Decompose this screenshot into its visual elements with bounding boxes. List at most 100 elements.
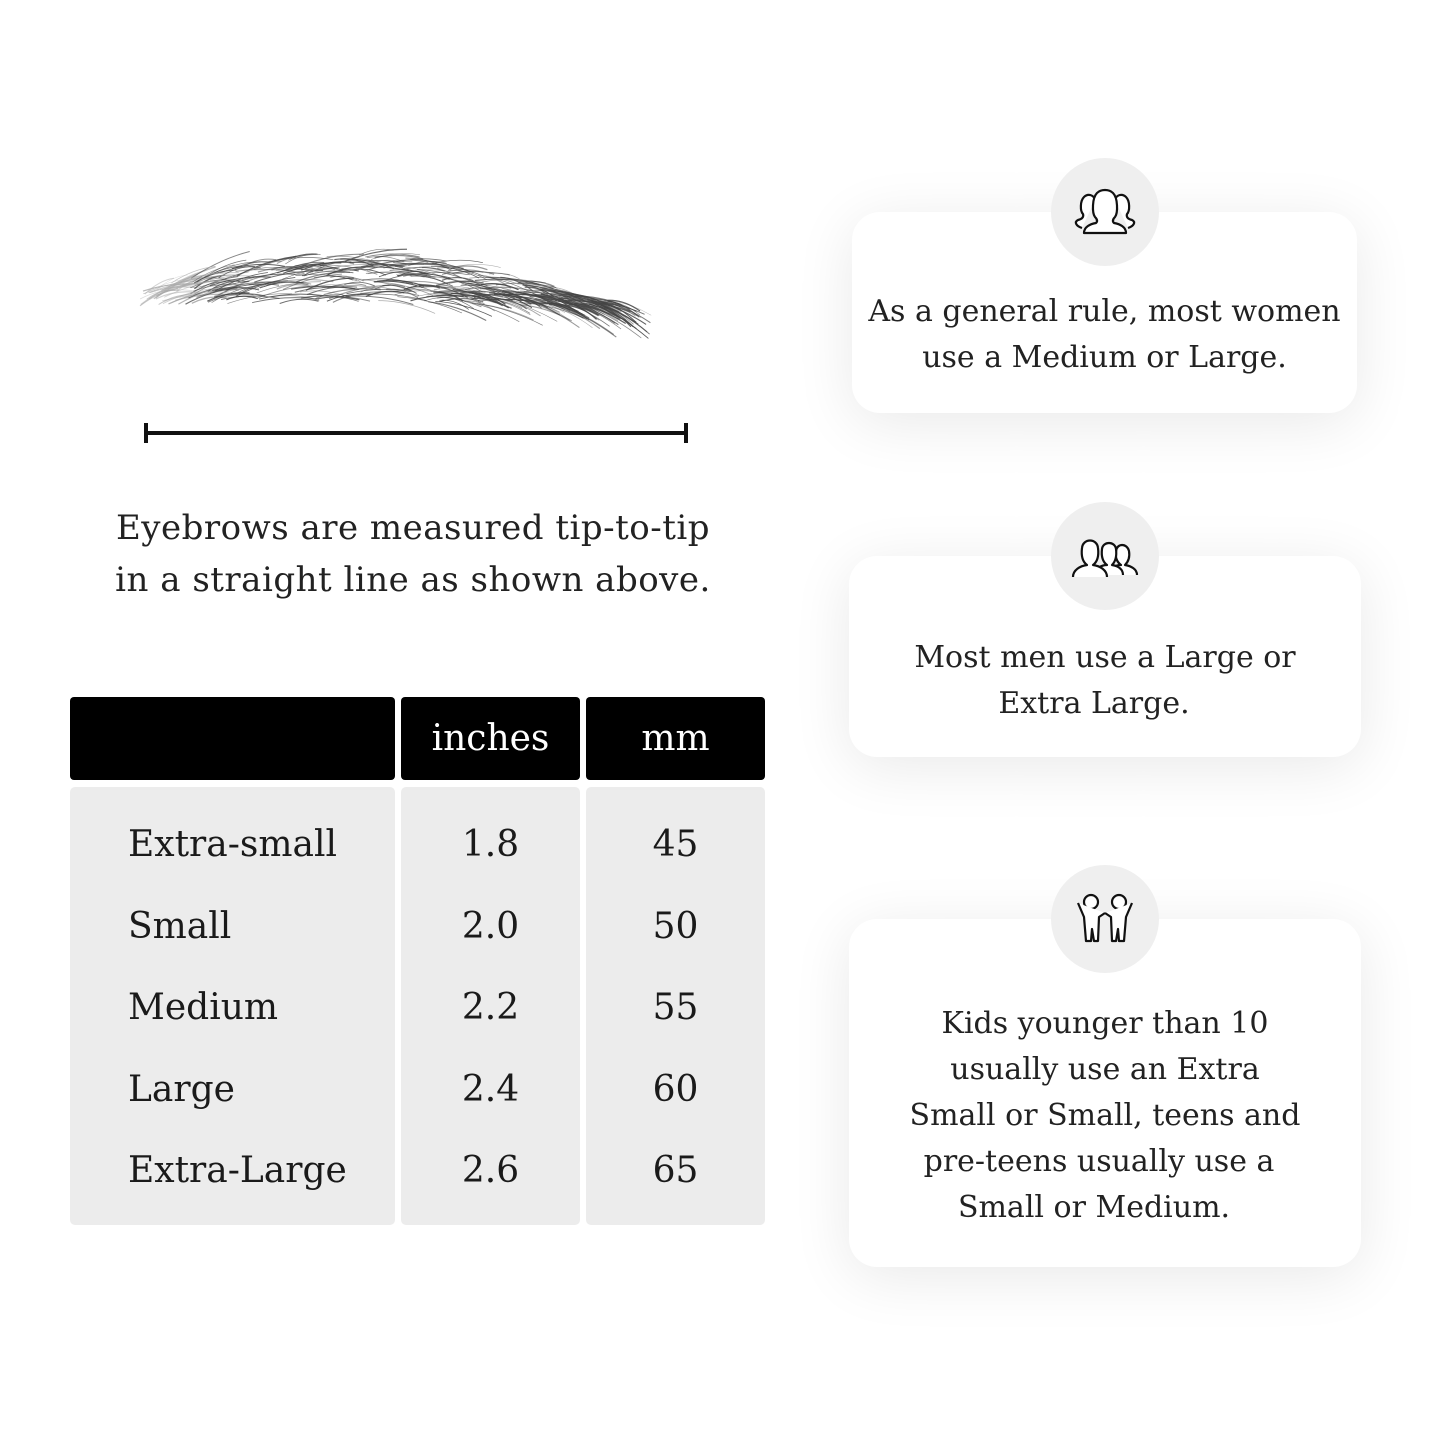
eyebrow-hair bbox=[178, 283, 237, 305]
eyebrow-hair bbox=[317, 296, 359, 302]
header-mm: mm bbox=[586, 697, 765, 780]
eyebrow-hair bbox=[410, 294, 464, 302]
eyebrow-hair bbox=[162, 287, 219, 304]
eyebrow-hair bbox=[438, 298, 484, 303]
eyebrow-hair bbox=[519, 302, 586, 319]
eyebrow-hair bbox=[481, 296, 523, 309]
eyebrow-hair bbox=[235, 268, 305, 275]
eyebrow-hair bbox=[207, 292, 250, 302]
eyebrow-hair bbox=[394, 290, 443, 295]
eyebrow-hair bbox=[597, 303, 634, 325]
eyebrow-hair bbox=[397, 296, 463, 314]
eyebrow-hair bbox=[601, 302, 636, 317]
card-text-line: usually use an Extra bbox=[950, 1052, 1260, 1087]
eyebrow-hair bbox=[306, 269, 345, 274]
eyebrow-hair bbox=[360, 287, 391, 293]
eyebrow-hair bbox=[302, 253, 364, 266]
inches-value: 2.2 bbox=[461, 987, 520, 1028]
eyebrow-hair bbox=[456, 298, 520, 323]
eyebrow-hair bbox=[559, 298, 619, 326]
eyebrow-hair bbox=[539, 293, 574, 301]
eyebrow-hair bbox=[221, 295, 280, 300]
eyebrow-hair bbox=[459, 290, 505, 297]
eyebrow-hair bbox=[485, 276, 554, 290]
eyebrow-hair bbox=[458, 281, 515, 299]
eyebrow-hair bbox=[470, 291, 506, 305]
eyebrow-hair bbox=[397, 271, 429, 277]
eyebrow-hair bbox=[269, 268, 319, 275]
eyebrow-hair bbox=[275, 267, 314, 273]
eyebrow-hair bbox=[321, 285, 381, 290]
mm-value: 50 bbox=[652, 905, 699, 947]
eyebrow-hair bbox=[437, 267, 485, 277]
men-group-icon bbox=[1071, 539, 1139, 578]
header-size bbox=[70, 697, 395, 780]
size-name: Extra-Large bbox=[128, 1150, 347, 1191]
card-text-line: use a Medium or Large. bbox=[922, 340, 1287, 375]
card-text-line: Small or Medium. bbox=[957, 1190, 1231, 1225]
mm-value: 45 bbox=[652, 824, 699, 865]
eyebrow-hair bbox=[451, 292, 512, 309]
eyebrow-hair bbox=[534, 294, 600, 316]
inches-value: 2.0 bbox=[461, 905, 520, 947]
eyebrow-hair bbox=[542, 286, 577, 296]
kids-icon-badge bbox=[1051, 865, 1159, 973]
measurement-caption: Eyebrows are measured tip-to-tip in a st… bbox=[60, 502, 766, 606]
eyebrow-hair bbox=[431, 265, 480, 279]
mm-value: 65 bbox=[652, 1150, 699, 1191]
eyebrow-hair bbox=[264, 281, 312, 287]
eyebrow-hair bbox=[271, 295, 320, 302]
eyebrow-hair bbox=[418, 283, 469, 298]
eyebrow-hair bbox=[314, 296, 371, 302]
eyebrow-hair bbox=[450, 265, 488, 271]
eyebrow-hair bbox=[191, 264, 235, 284]
eyebrow-hair bbox=[519, 290, 549, 303]
eyebrow-hair bbox=[164, 280, 222, 298]
eyebrow-hair bbox=[190, 275, 239, 295]
eyebrow-hair bbox=[254, 270, 324, 283]
eyebrow-hair bbox=[305, 277, 354, 291]
measurement-line bbox=[144, 423, 688, 443]
eyebrow-hair bbox=[306, 286, 358, 295]
eyebrow-hair bbox=[514, 296, 546, 303]
size-name: Small bbox=[128, 905, 232, 947]
eyebrow-hair bbox=[357, 261, 413, 271]
eyebrow-hair bbox=[181, 274, 237, 287]
eyebrow-hair bbox=[231, 263, 285, 270]
eyebrow-hair bbox=[156, 280, 222, 297]
eyebrow-hair bbox=[388, 265, 450, 281]
eyebrow-hair bbox=[282, 273, 342, 290]
mm-column: 45 50 55 60 65 bbox=[586, 787, 765, 1225]
eyebrow-hair bbox=[584, 305, 642, 339]
eyebrow-hair bbox=[226, 283, 280, 291]
women-icon-badge bbox=[1051, 158, 1159, 266]
eyebrow-hair bbox=[161, 272, 217, 292]
eyebrow-hair bbox=[271, 257, 334, 262]
eyebrow-hair bbox=[252, 297, 320, 304]
eyebrow-hair bbox=[214, 273, 274, 298]
eyebrow-hair bbox=[607, 299, 641, 312]
eyebrow-hair bbox=[226, 295, 258, 301]
eyebrow-hair bbox=[469, 276, 517, 284]
eyebrow-hair bbox=[537, 302, 571, 312]
eyebrow-hair bbox=[409, 275, 454, 287]
eyebrow-hair bbox=[329, 275, 364, 282]
header-inches: inches bbox=[401, 697, 580, 780]
eyebrow-hair bbox=[539, 288, 605, 315]
eyebrow-hair bbox=[198, 280, 249, 288]
inches-value: 2.4 bbox=[461, 1068, 520, 1110]
eyebrow-hair bbox=[522, 281, 555, 287]
mm-value: 60 bbox=[652, 1068, 699, 1110]
eyebrow-hair bbox=[300, 295, 360, 301]
eyebrow-hair bbox=[285, 253, 318, 265]
eyebrow-hair bbox=[373, 281, 434, 296]
card-text-line: As a general rule, most women bbox=[868, 294, 1341, 329]
eyebrow-hair bbox=[460, 284, 516, 295]
caption-line: Eyebrows are measured tip-to-tip bbox=[115, 508, 711, 548]
eyebrow-hair bbox=[243, 258, 277, 267]
eyebrow-hair bbox=[327, 283, 367, 289]
eyebrow-hair bbox=[383, 262, 445, 269]
eyebrow-hair bbox=[448, 294, 491, 302]
eyebrow-hair bbox=[153, 283, 191, 300]
inches-value: 2.6 bbox=[461, 1150, 520, 1191]
